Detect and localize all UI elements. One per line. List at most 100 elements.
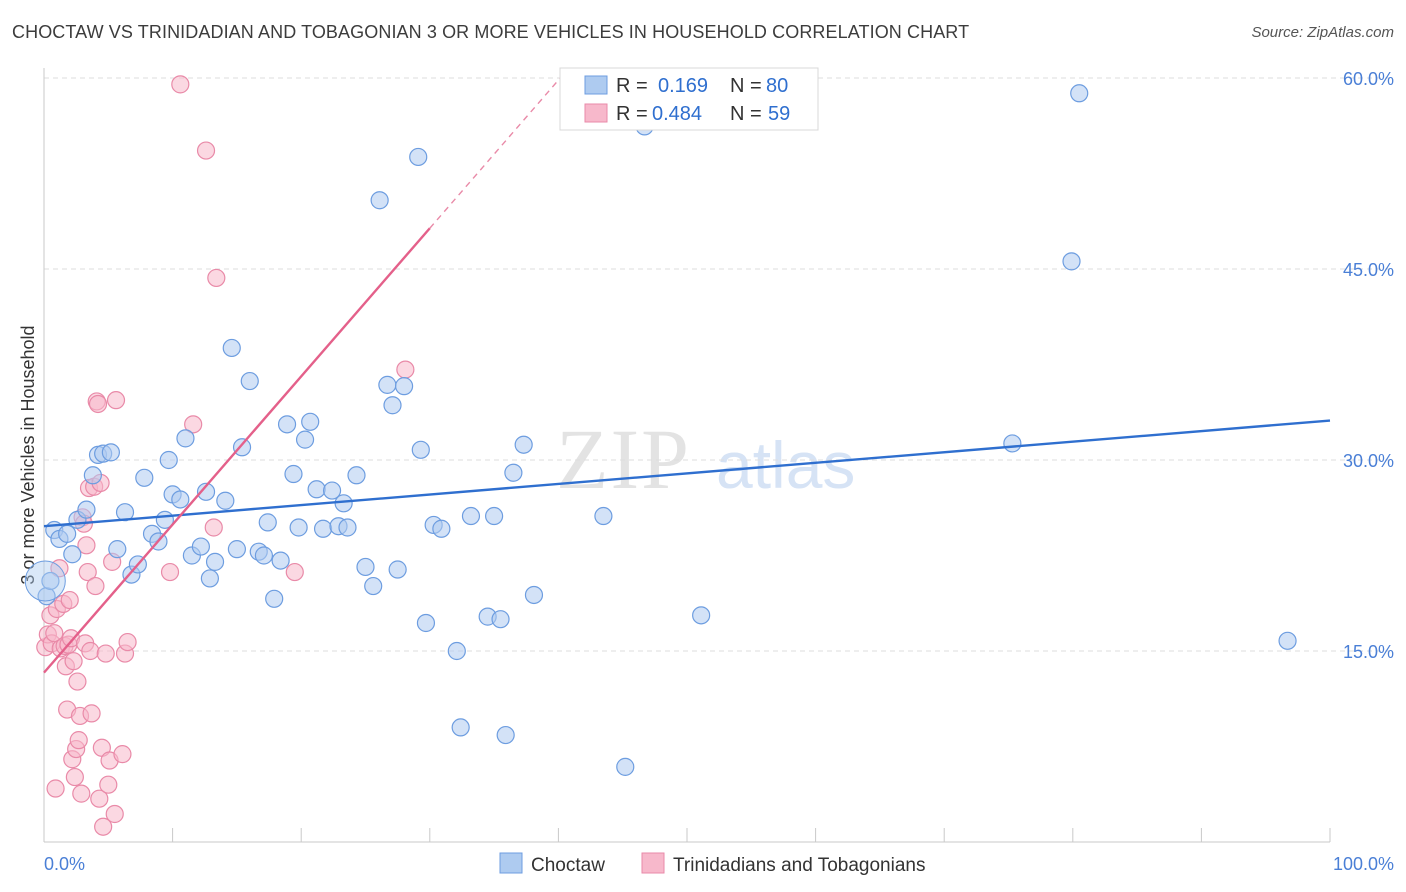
legend-r-label-choctaw: R = — [616, 75, 648, 97]
trinidadian-point — [77, 536, 96, 555]
choctaw-point — [277, 415, 297, 434]
legend-n-value-trinidadian: 59 — [768, 103, 790, 125]
trinidadian-point — [72, 784, 91, 803]
series-legend-label-trinidadian: Trinidadians and Tobagonians — [673, 855, 925, 876]
choctaw-point — [271, 551, 290, 570]
trinidadian-trend-extension — [429, 72, 566, 229]
choctaw-point — [594, 506, 613, 526]
trinidadian-point — [68, 672, 87, 691]
x-tick-label-min: 0.0% — [44, 854, 85, 874]
choctaw-point — [409, 147, 428, 167]
watermark-zip: ZIP — [556, 411, 691, 507]
series-legend-swatch-trinidadian — [641, 852, 665, 874]
choctaw-point — [83, 466, 102, 485]
correlation-legend: R = 0.169 N = 80 R = 0.484 N = 59 — [559, 67, 819, 131]
choctaw-point — [176, 429, 195, 448]
legend-r-label-trinidadian: R = — [616, 103, 648, 125]
choctaw-point — [370, 191, 389, 210]
choctaw-point — [227, 540, 246, 559]
x-tick-label-max: 100.0% — [1333, 854, 1394, 874]
choctaw-point — [205, 552, 225, 571]
legend-n-label-trinidadian: N = — [730, 103, 762, 125]
choctaw-point — [295, 430, 315, 449]
choctaw-point — [240, 371, 259, 391]
choctaw-point — [411, 440, 430, 459]
choctaw-point — [254, 546, 274, 565]
choctaw-point — [322, 481, 342, 500]
y-axis-title: 3 or more Vehicles in Household — [18, 325, 38, 584]
choctaw-point — [496, 725, 515, 745]
choctaw-point — [191, 537, 210, 556]
trinidadian-point — [81, 641, 100, 661]
trend-lines — [43, 72, 1331, 674]
legend-n-label-choctaw: N = — [730, 75, 762, 97]
chart-title: CHOCTAW VS TRINIDADIAN AND TOBAGONIAN 3 … — [12, 22, 970, 42]
trinidadian-point — [88, 394, 108, 414]
trinidadian-point — [184, 415, 203, 434]
choctaw-point — [514, 435, 533, 454]
trinidadian-point — [113, 745, 132, 764]
choctaw-point — [289, 518, 308, 537]
trinidadian-point — [96, 644, 115, 663]
choctaw-point — [24, 560, 66, 602]
source-label: Source: ZipAtlas.com — [1251, 24, 1394, 41]
legend-n-value-choctaw: 80 — [766, 75, 788, 97]
choctaw-point — [258, 513, 277, 532]
choctaw-point — [63, 545, 82, 564]
legend-swatch-choctaw — [584, 75, 608, 95]
trinidadian-point — [86, 576, 105, 596]
choctaw-point — [524, 585, 544, 605]
legend-r-value-trinidadian: 0.484 — [652, 103, 702, 125]
trinidadian-point — [171, 75, 190, 94]
trinidadian-point — [64, 652, 83, 671]
choctaw-point — [432, 519, 451, 538]
choctaw-series-points — [24, 84, 1297, 776]
trinidadian-point — [90, 789, 109, 808]
choctaw-point — [1003, 434, 1022, 453]
choctaw-point — [447, 641, 466, 661]
trinidadian-trend-line — [43, 227, 431, 674]
choctaw-point — [347, 466, 366, 485]
choctaw-point — [135, 468, 154, 487]
choctaw-point — [394, 377, 414, 396]
choctaw-point — [222, 338, 241, 358]
choctaw-point — [307, 480, 326, 499]
trinidadian-point — [207, 268, 226, 288]
choctaw-point — [265, 589, 284, 608]
watermark: ZIP atlas — [556, 411, 855, 507]
choctaw-point — [313, 519, 333, 538]
trinidadian-point — [106, 391, 126, 410]
choctaw-point — [284, 464, 303, 484]
choctaw-point — [334, 494, 353, 513]
choctaw-point — [451, 718, 470, 737]
choctaw-point — [301, 412, 320, 431]
y-tick-label: 60.0% — [1343, 69, 1394, 89]
choctaw-point — [171, 490, 190, 509]
series-legend: Choctaw Trinidadians and Tobagonians — [499, 852, 925, 876]
choctaw-point — [692, 606, 711, 625]
choctaw-point — [388, 560, 407, 579]
trinidadian-point — [99, 775, 118, 794]
trinidadian-point — [105, 804, 124, 824]
choctaw-point — [1062, 252, 1081, 271]
choctaw-point — [461, 506, 481, 526]
choctaw-point — [108, 540, 127, 559]
trinidadian-point — [60, 590, 79, 610]
choctaw-point — [196, 482, 216, 501]
y-axis-tick-labels: 15.0% 30.0% 45.0% 60.0% — [1343, 69, 1394, 662]
choctaw-point — [491, 610, 510, 629]
trinidadian-point — [285, 562, 304, 582]
trinidadian-point — [65, 767, 84, 787]
choctaw-point — [383, 396, 402, 415]
choctaw-point — [159, 450, 178, 470]
trinidadian-point — [45, 624, 64, 643]
choctaw-trend-line — [43, 419, 1331, 528]
trinidadian-point — [69, 731, 88, 750]
choctaw-point — [416, 613, 436, 633]
y-tick-label: 15.0% — [1343, 642, 1394, 662]
choctaw-point — [77, 500, 96, 519]
series-legend-swatch-choctaw — [499, 852, 523, 874]
trinidadian-point — [160, 562, 180, 582]
trinidadian-point — [396, 360, 415, 379]
